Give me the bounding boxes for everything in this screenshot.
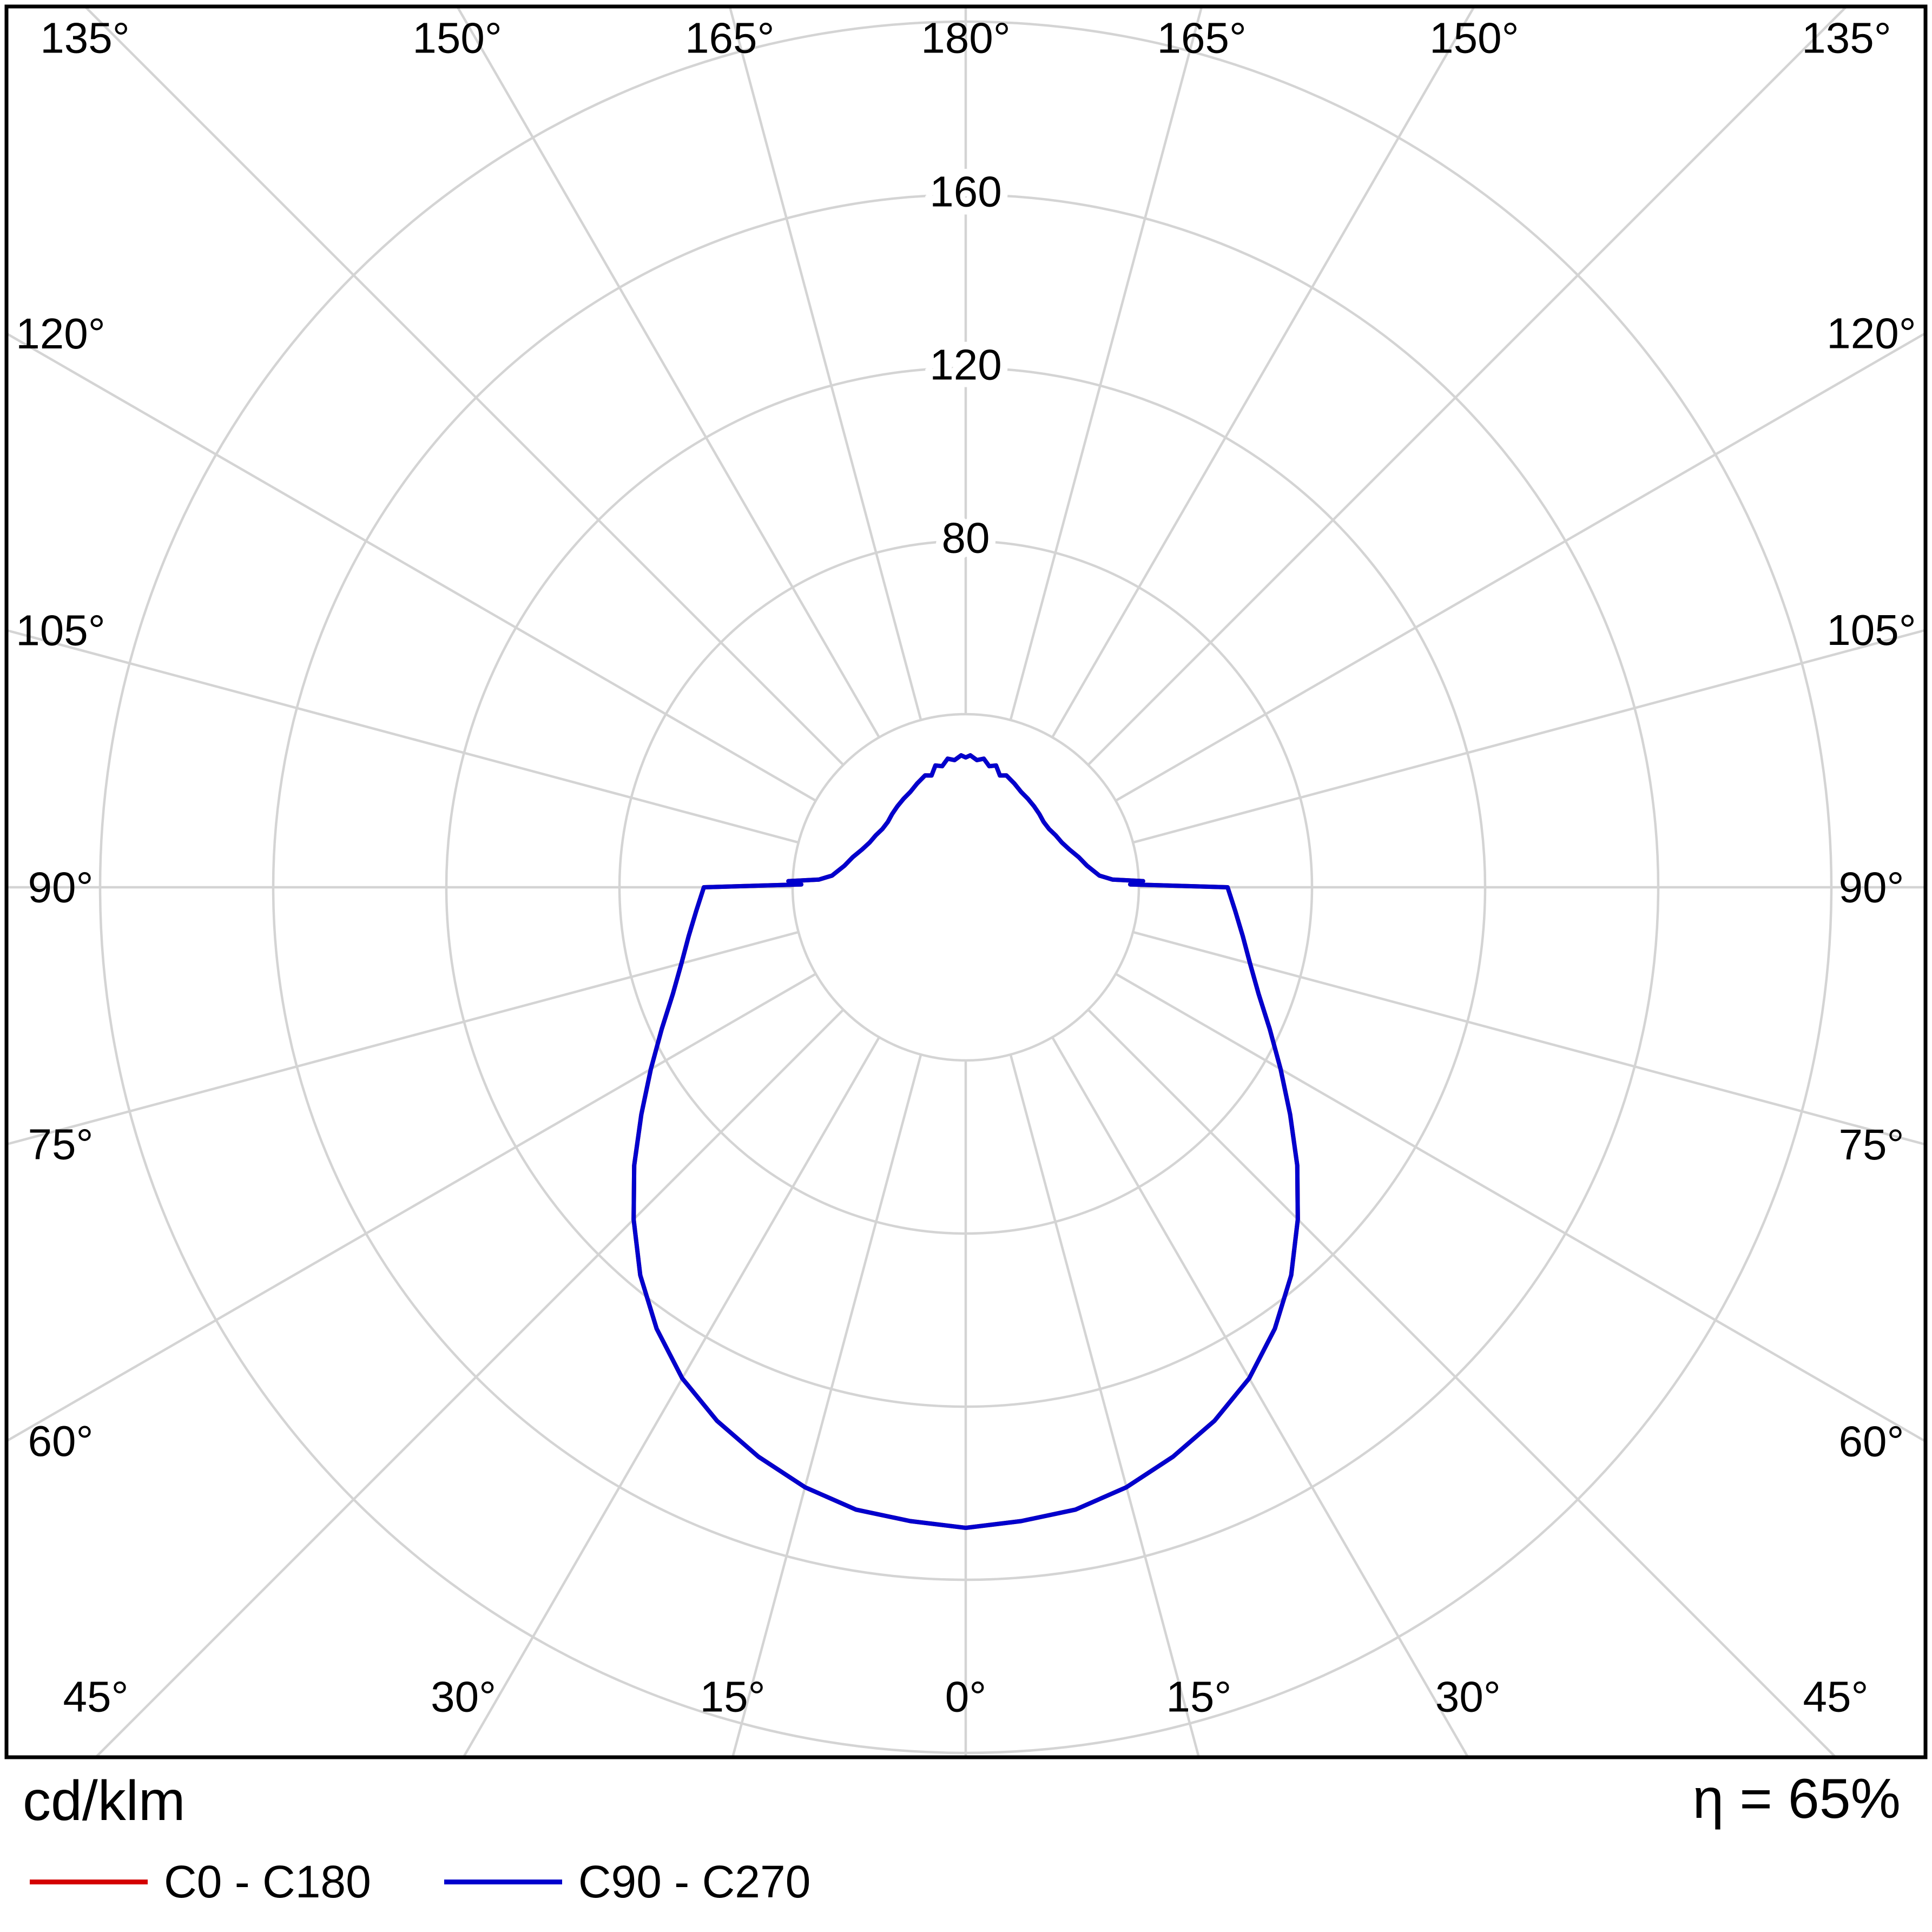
grid-spoke-165-left xyxy=(728,6,922,721)
curve-C90-C270 xyxy=(631,753,1300,1530)
grid-spoke-120-right xyxy=(1115,332,1926,802)
units-label: cd/klm xyxy=(23,1770,186,1832)
grid-spoke-45-left xyxy=(94,1008,845,1757)
grid-spoke-135-right xyxy=(1087,6,1849,766)
angle-label-120-right: 120° xyxy=(1827,309,1916,357)
angle-label-45-left: 45° xyxy=(63,1673,129,1721)
radial-tick-label-80: 80 xyxy=(942,514,990,562)
angle-label-105-left: 105° xyxy=(16,606,105,654)
angle-label-105-right: 105° xyxy=(1827,606,1916,654)
legend-label-c0-c180: C0 - C180 xyxy=(164,1856,371,1907)
grid-ring-40 xyxy=(791,713,1140,1062)
efficiency-label: η = 65% xyxy=(1692,1768,1901,1830)
angle-label-165-left: 165° xyxy=(685,14,774,62)
angle-label-75-left: 75° xyxy=(28,1120,94,1169)
grid-spoke-60-right xyxy=(1115,973,1926,1443)
angle-label-120-left: 120° xyxy=(16,309,105,358)
angle-label-165-right: 165° xyxy=(1157,14,1246,62)
angle-label-135-left: 135° xyxy=(40,14,129,62)
grid-spoke-15-right xyxy=(1009,1054,1201,1757)
legend-line-c0-c180-icon xyxy=(30,1880,148,1884)
angle-label-150-left: 150° xyxy=(412,14,502,62)
angle-label-60-left: 60° xyxy=(28,1417,94,1465)
grid-spoke-165-right xyxy=(1009,6,1203,721)
grid-spoke-30-right xyxy=(1051,1037,1469,1757)
angle-label-150-right: 150° xyxy=(1429,14,1519,62)
legend: C0 - C180 C90 - C270 xyxy=(30,1856,810,1908)
radial-tick-label-120: 120 xyxy=(929,341,1001,389)
angle-label-45-right: 45° xyxy=(1803,1673,1869,1721)
grid-spoke-45-right xyxy=(1087,1008,1838,1757)
grid-spoke-75-right xyxy=(1132,931,1926,1146)
grid-spoke-60-left xyxy=(6,973,816,1443)
angle-label-30-right: 30° xyxy=(1435,1673,1501,1721)
grid-spoke-135-left xyxy=(83,6,845,766)
angle-label-60-right: 60° xyxy=(1839,1417,1904,1466)
angle-label-30-left: 30° xyxy=(431,1673,496,1721)
angle-label-15-left: 15° xyxy=(700,1673,766,1721)
grid-spoke-120-left xyxy=(6,332,816,802)
grid-spoke-105-right xyxy=(1132,629,1926,844)
angle-label-135-right: 135° xyxy=(1802,14,1891,62)
angle-label-15-right: 15° xyxy=(1166,1673,1231,1721)
angle-label-90-left: 90° xyxy=(28,863,94,912)
legend-item-c0-c180: C0 - C180 xyxy=(30,1856,371,1908)
radial-tick-label-160: 160 xyxy=(929,168,1001,216)
legend-line-c90-c270-icon xyxy=(444,1880,562,1884)
grid-spoke-30-left xyxy=(462,1037,880,1757)
chart-footer: cd/klm η = 65% C0 - C180 C90 - C270 xyxy=(0,1759,1932,1932)
grid-spoke-15-left xyxy=(731,1054,922,1757)
grid-spoke-150-left xyxy=(456,6,880,738)
angle-label-180: 180° xyxy=(921,14,1010,62)
plot-border xyxy=(4,4,1928,1759)
grid-spoke-150-right xyxy=(1051,6,1476,738)
grid-spoke-75-left xyxy=(6,931,799,1146)
polar-chart: 80 120 160 0° 15° 15° 30° 30° 45° 45° 60° 60° 75° 75°… xyxy=(4,4,1928,1759)
grid-spoke-105-left xyxy=(6,629,799,844)
angle-label-75-right: 75° xyxy=(1839,1120,1904,1169)
legend-label-c90-c270: C90 - C270 xyxy=(578,1856,811,1907)
polar-grid xyxy=(6,6,1926,1757)
angle-label-0: 0° xyxy=(945,1673,986,1721)
angle-label-90-right: 90° xyxy=(1839,863,1904,912)
legend-item-c90-c270: C90 - C270 xyxy=(444,1856,811,1908)
